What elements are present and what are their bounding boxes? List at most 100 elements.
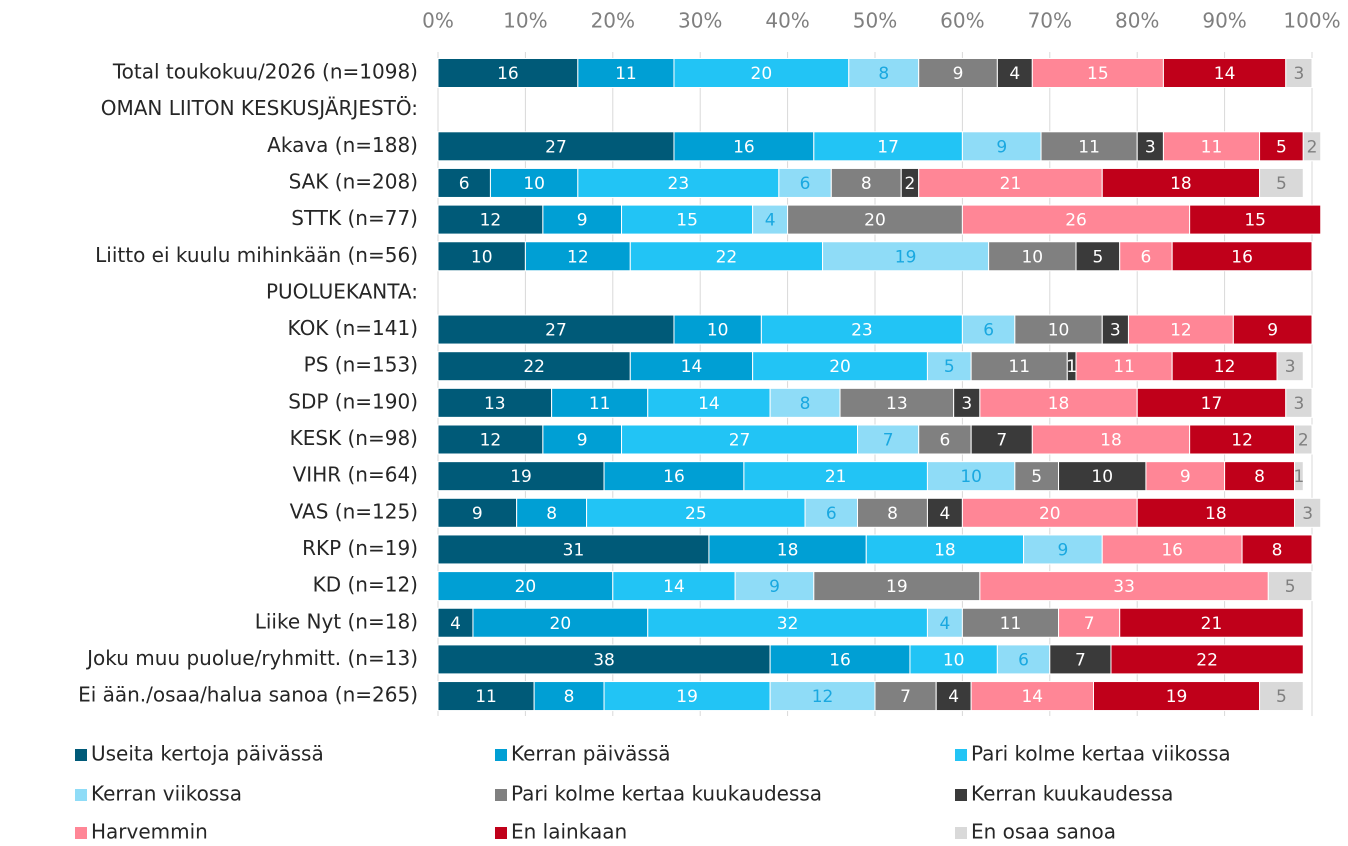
x-tick-label: 90% xyxy=(1202,9,1246,33)
bar-segment xyxy=(1294,497,1322,528)
bar-segment xyxy=(1058,461,1147,492)
bar-segment xyxy=(1031,58,1164,88)
bar-segment xyxy=(437,461,605,492)
x-tick-label: 60% xyxy=(940,9,984,33)
bar-segment xyxy=(621,204,754,235)
bar-segment xyxy=(1101,167,1261,198)
value-label: 3 xyxy=(961,394,972,414)
value-label: 19 xyxy=(676,687,698,707)
value-label: 19 xyxy=(1166,687,1188,707)
value-label: 18 xyxy=(934,540,956,560)
bar-segment xyxy=(437,681,535,712)
value-label: 16 xyxy=(1161,540,1183,560)
bar-segment xyxy=(1259,131,1304,162)
value-label: 26 xyxy=(1065,211,1087,231)
bar-segment xyxy=(1040,131,1138,162)
value-label: 22 xyxy=(523,357,545,377)
value-label: 3 xyxy=(1293,394,1304,414)
value-label: 10 xyxy=(960,467,982,487)
value-label: 15 xyxy=(1087,64,1109,84)
value-label: 5 xyxy=(1276,137,1287,157)
x-tick-label: 10% xyxy=(503,9,547,33)
bar-segment xyxy=(953,387,981,418)
bar-segment xyxy=(1267,571,1313,602)
value-label: 12 xyxy=(567,247,589,267)
legend-label: Kerran viikossa xyxy=(91,782,242,806)
category-label: VIHR (n=64) xyxy=(293,463,418,487)
value-label: 6 xyxy=(800,174,811,194)
value-label: 8 xyxy=(887,504,898,524)
value-label: 11 xyxy=(615,64,637,84)
bar-segment xyxy=(1075,351,1173,382)
value-label: 3 xyxy=(1110,321,1121,341)
x-tick-label: 80% xyxy=(1115,9,1159,33)
value-label: 27 xyxy=(545,321,567,341)
bar-segment xyxy=(769,387,841,418)
value-label: 23 xyxy=(851,321,873,341)
bar-segment xyxy=(1014,314,1103,345)
value-label: 11 xyxy=(1078,137,1100,157)
bar-segment xyxy=(1023,534,1103,565)
value-label: 5 xyxy=(944,357,955,377)
value-label: 3 xyxy=(1293,64,1304,84)
value-label: 4 xyxy=(948,687,959,707)
value-label: 12 xyxy=(480,211,502,231)
bar-segment xyxy=(577,58,675,88)
bar-segment xyxy=(988,241,1077,272)
bar-segment xyxy=(586,497,806,528)
value-label: 1 xyxy=(1066,357,1077,377)
bar-segment xyxy=(848,58,920,88)
value-label: 6 xyxy=(826,504,837,524)
value-label: 20 xyxy=(829,357,851,377)
x-tick-label: 50% xyxy=(853,9,897,33)
value-label: 9 xyxy=(953,64,964,84)
value-label: 18 xyxy=(777,540,799,560)
bar-segment xyxy=(961,607,1060,638)
bar-segment xyxy=(673,314,762,345)
value-label: 15 xyxy=(1244,211,1266,231)
bar-segment xyxy=(996,58,1033,88)
value-label: 11 xyxy=(1201,137,1223,157)
value-label: 6 xyxy=(459,174,470,194)
value-label: 8 xyxy=(1254,467,1265,487)
bar-segment xyxy=(1119,241,1173,272)
value-label: 16 xyxy=(1231,247,1253,267)
value-label: 12 xyxy=(1214,357,1236,377)
bar-segment xyxy=(673,131,815,162)
category-label: Liitto ei kuulu mihinkään (n=56) xyxy=(95,243,418,267)
bar-segment xyxy=(1058,607,1121,638)
bar-segment xyxy=(1101,534,1243,565)
category-label: SAK (n=208) xyxy=(289,169,418,193)
bar-segment xyxy=(1224,461,1296,492)
bar-segment xyxy=(629,351,754,382)
category-label: Joku muu puolue/ryhmitt. (n=13) xyxy=(85,646,418,670)
bar-segment xyxy=(472,607,649,638)
value-label: 9 xyxy=(577,211,588,231)
bar-segment xyxy=(926,461,1016,492)
value-label: 8 xyxy=(1272,540,1283,560)
value-label: 2 xyxy=(905,174,916,194)
value-label: 5 xyxy=(1276,174,1287,194)
bar-segment xyxy=(1302,131,1322,162)
x-tick-label: 20% xyxy=(591,9,635,33)
legend-label: Pari kolme kertaa viikossa xyxy=(971,742,1231,766)
bar-segment xyxy=(918,58,998,88)
value-label: 19 xyxy=(510,467,532,487)
bar-segment xyxy=(935,681,972,712)
bar-segment xyxy=(437,241,526,272)
legend-label: Useita kertoja päivässä xyxy=(91,742,324,766)
value-label: 6 xyxy=(940,431,951,451)
value-label: 16 xyxy=(733,137,755,157)
value-label: 6 xyxy=(1018,650,1029,670)
bar-segment xyxy=(752,351,928,382)
value-label: 11 xyxy=(1000,614,1022,634)
legend-swatch xyxy=(75,789,87,801)
bar-segment xyxy=(437,131,675,162)
bar-segment xyxy=(577,167,780,198)
value-label: 14 xyxy=(663,577,685,597)
bar-segment xyxy=(769,644,911,675)
value-label: 31 xyxy=(563,540,585,560)
bar-segment xyxy=(857,424,920,455)
value-label: 4 xyxy=(450,614,461,634)
category-label: SDP (n=190) xyxy=(288,389,418,413)
